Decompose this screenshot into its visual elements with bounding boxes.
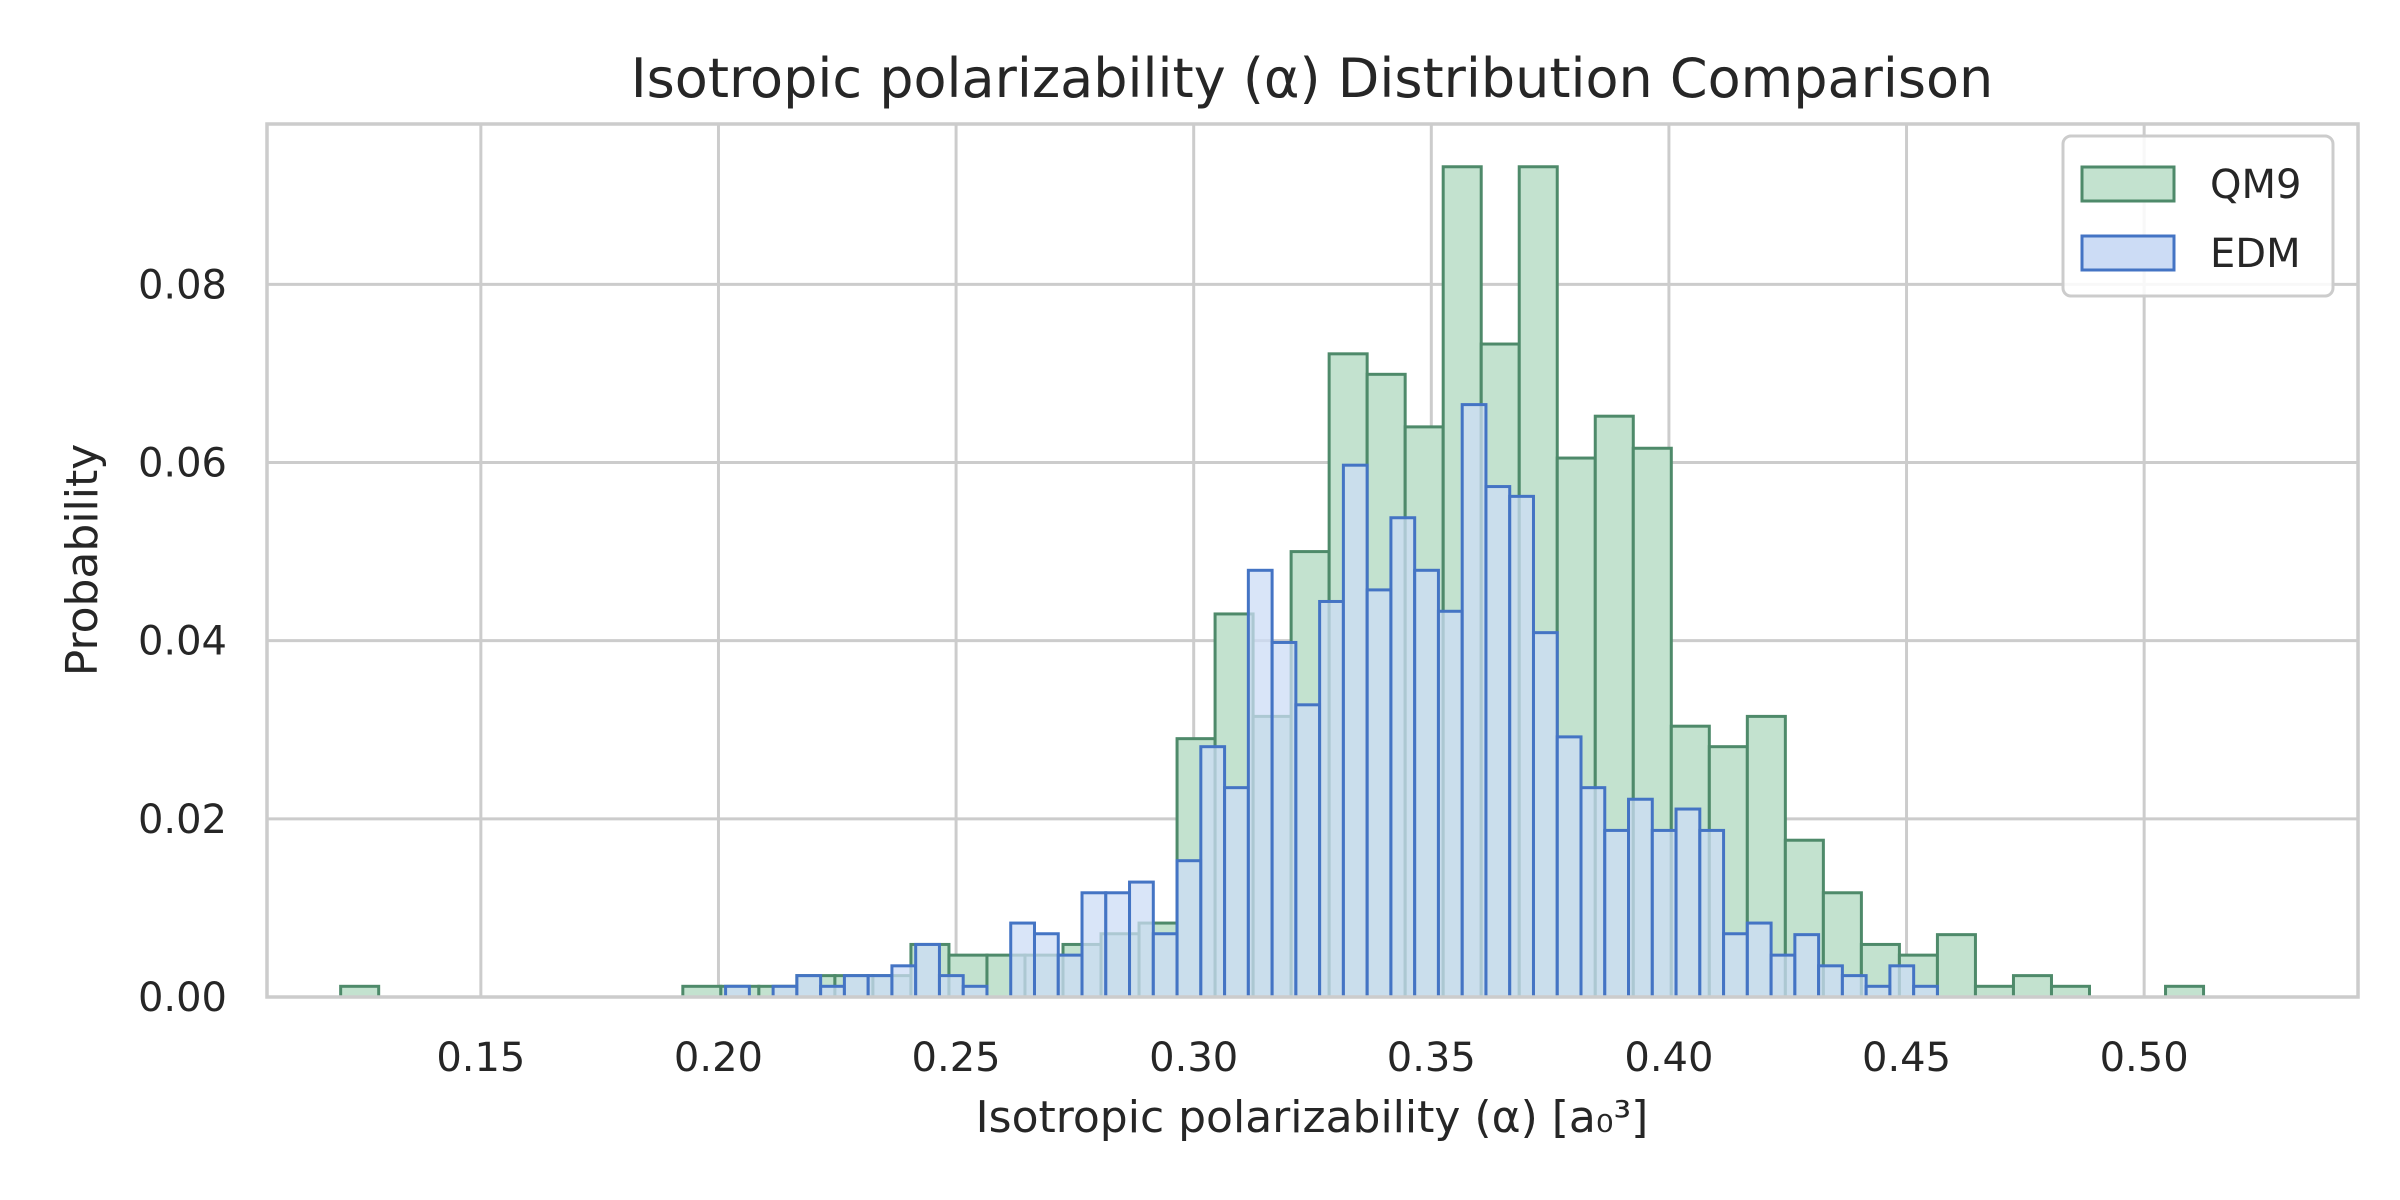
x-tick-label: 0.20 — [674, 1035, 763, 1081]
y-tick-label: 0.02 — [138, 797, 227, 843]
bar-edm — [1246, 568, 1274, 999]
bar-edm — [914, 942, 941, 999]
bar-edm — [1484, 485, 1512, 999]
bar-edm — [1840, 974, 1868, 999]
bar-edm — [1175, 859, 1203, 999]
x-tick-label: 0.30 — [1149, 1035, 1238, 1081]
bar-edm — [1032, 932, 1060, 999]
x-axis-label: Isotropic polarizability (α) [a₀³] — [976, 1092, 1649, 1143]
bar-edm — [1579, 786, 1607, 999]
bar-edm — [1318, 599, 1345, 999]
bar-edm — [1151, 932, 1179, 999]
bar-edm — [866, 974, 894, 999]
bar-edm — [842, 974, 870, 999]
y-tick-label: 0.08 — [138, 262, 227, 308]
bar-edm — [1056, 953, 1084, 999]
x-tick-label: 0.45 — [1862, 1035, 1951, 1081]
bar-edm — [1460, 403, 1488, 999]
bar-qm9 — [1935, 933, 1977, 999]
bar-edm — [795, 974, 823, 999]
bar-edm — [1698, 828, 1726, 999]
bar-edm — [1769, 953, 1797, 999]
legend-label-edm: EDM — [2210, 231, 2301, 277]
bar-edm — [1650, 828, 1678, 999]
bar-edm — [1199, 745, 1227, 999]
y-axis-label: Probability — [57, 444, 108, 677]
legend-swatch-qm9 — [2080, 165, 2176, 203]
bar-edm — [1745, 921, 1773, 999]
bar-edm — [1389, 516, 1417, 999]
bar-edm — [1128, 880, 1155, 999]
x-tick-label: 0.50 — [2100, 1035, 2189, 1081]
y-tick-label: 0.00 — [138, 975, 227, 1021]
bar-edm — [1009, 921, 1036, 999]
bar-edm — [1436, 609, 1464, 999]
histogram-bars — [339, 165, 2206, 999]
bar-edm — [1793, 933, 1821, 999]
bar-edm — [1270, 640, 1298, 999]
bar-edm — [1531, 631, 1559, 999]
bar-edm — [1555, 735, 1583, 999]
y-tick-label: 0.06 — [138, 441, 227, 487]
legend: QM9 EDM — [2061, 134, 2335, 298]
bar-edm — [1080, 891, 1108, 999]
legend-label-qm9: QM9 — [2210, 162, 2301, 208]
bar-edm — [1341, 463, 1369, 999]
legend-swatch-edm — [2080, 234, 2176, 272]
bar-edm — [1104, 891, 1132, 999]
bar-edm — [1365, 588, 1393, 999]
bar-edm — [1817, 964, 1844, 999]
chart-title: Isotropic polarizability (α) Distributio… — [631, 47, 1994, 110]
tick-labels: 0.15 0.20 0.25 0.30 0.35 0.40 0.45 0.50 0.00 0.02… — [138, 262, 2189, 1081]
bar-edm — [1603, 828, 1631, 999]
bar-qm9 — [2011, 974, 2053, 999]
x-tick-label: 0.35 — [1387, 1035, 1476, 1081]
bar-edm — [1627, 797, 1654, 999]
bar-edm — [1223, 786, 1250, 999]
bar-edm — [1508, 494, 1535, 999]
bar-edm — [1888, 964, 1916, 999]
bar-edm — [1413, 568, 1440, 999]
x-tick-label: 0.25 — [912, 1035, 1001, 1081]
bar-edm — [890, 964, 918, 999]
y-tick-label: 0.04 — [138, 619, 227, 665]
bar-edm — [1722, 932, 1749, 999]
x-tick-label: 0.40 — [1624, 1035, 1713, 1081]
plot-frame — [265, 122, 2360, 999]
x-tick-label: 0.15 — [436, 1035, 525, 1081]
bar-edm — [937, 974, 965, 999]
bar-edm — [1294, 703, 1322, 999]
bar-edm — [1674, 807, 1702, 999]
